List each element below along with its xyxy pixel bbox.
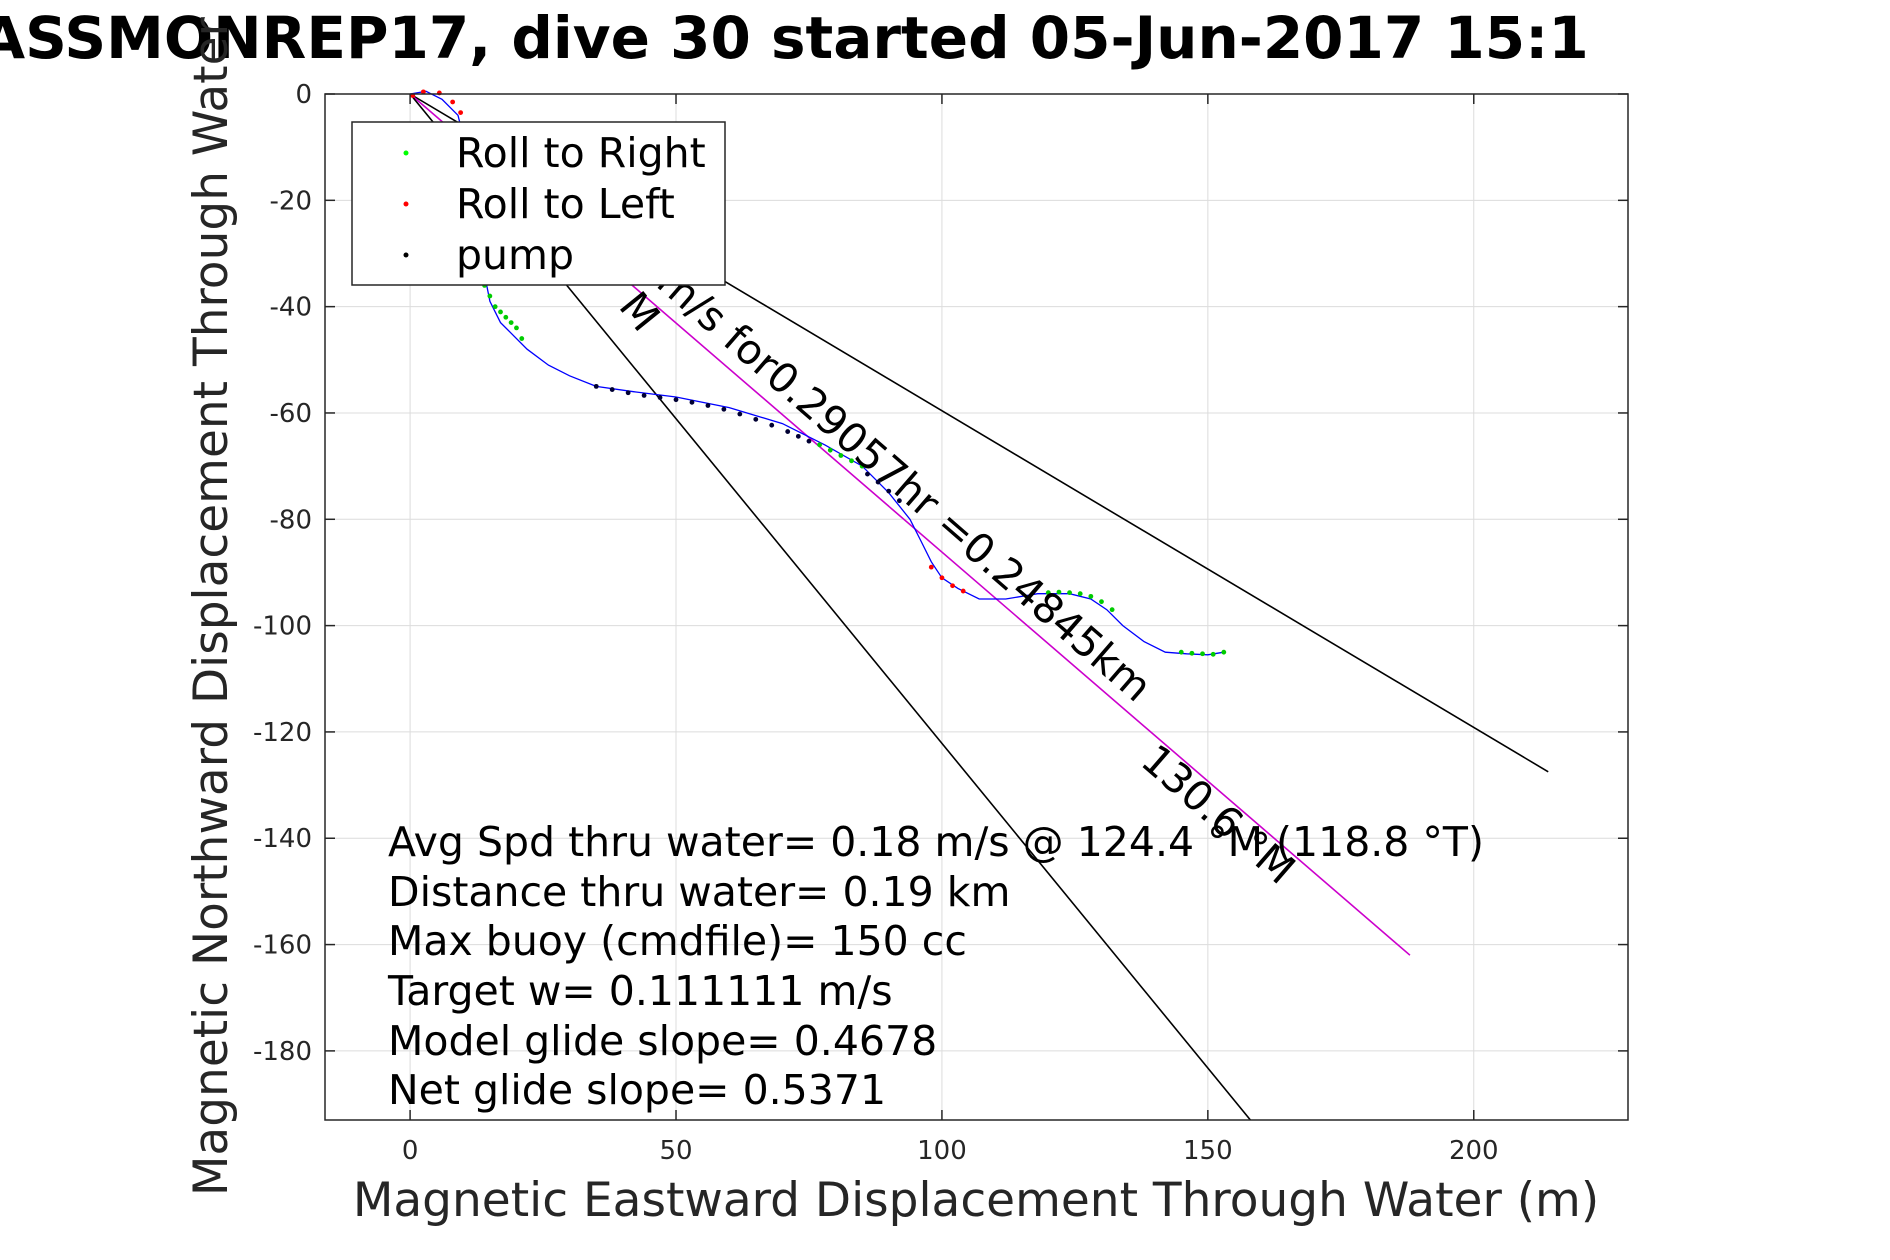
marker-pump — [769, 422, 775, 428]
legend: Roll to Right Roll to Left pump — [351, 121, 726, 286]
marker-left — [450, 99, 456, 105]
marker-pump — [785, 429, 791, 434]
legend-box — [351, 121, 726, 286]
marker-left — [458, 110, 464, 116]
legend-marker-left — [403, 201, 409, 207]
legend-marker-right — [403, 150, 409, 156]
marker-pump — [625, 390, 631, 396]
marker-right — [859, 463, 865, 469]
plot-frame — [324, 93, 1629, 1121]
y-tick-label: -160 — [253, 931, 312, 961]
ticks: 0 50 100 150 200 0 -20 -40 -60 -80 -100 -120 -140 -16… — [253, 80, 1628, 1166]
marker-right — [1067, 590, 1072, 596]
y-tick-label: -80 — [270, 505, 312, 535]
marker-pump — [896, 498, 902, 504]
annotation-max-buoy: Max buoy (cmdfile)= 150 cc — [388, 917, 967, 965]
marker-right — [503, 314, 509, 320]
marker-pump — [609, 387, 615, 392]
legend-label-left: Roll to Left — [456, 180, 675, 228]
legend-label-pump: pump — [456, 231, 574, 279]
marker-right — [1178, 649, 1184, 655]
marker-pump — [673, 397, 679, 403]
marker-pump — [865, 471, 870, 477]
y-tick-label: 0 — [295, 80, 312, 110]
marker-right — [498, 309, 503, 315]
legend-marker-pump — [403, 252, 409, 258]
x-axis-label: Magnetic Eastward Displacement Through W… — [353, 1173, 1599, 1228]
annotation-target-w: Target w= 0.111111 m/s — [387, 967, 893, 1015]
marker-pump — [593, 383, 599, 389]
annotation-distance: Distance thru water= 0.19 km — [388, 868, 1010, 916]
marker-pump — [737, 411, 743, 417]
annotations: Avg Spd thru water= 0.18 m/s @ 124.4 °M … — [387, 818, 1484, 1114]
y-tick-label: -40 — [270, 293, 312, 323]
y-tick-label: -100 — [253, 612, 312, 642]
line-label: m/s for0.29057hr =0.24845km — [648, 257, 1161, 711]
marker-pump — [721, 406, 727, 412]
legend-label-right: Roll to Right — [456, 129, 706, 177]
marker-pump — [875, 479, 881, 485]
marker-right — [1189, 650, 1195, 656]
marker-left — [950, 583, 955, 589]
marker-right — [1077, 591, 1083, 597]
marker-left — [420, 89, 426, 95]
marker-left — [928, 564, 934, 570]
y-tick-label: -140 — [253, 824, 312, 854]
marker-pump — [753, 416, 759, 422]
marker-right — [1200, 651, 1205, 657]
x-tick-label: 200 — [1449, 1136, 1499, 1166]
x-tick-label: 0 — [402, 1136, 419, 1166]
marker-pump — [657, 395, 663, 400]
marker-right — [514, 325, 519, 331]
marker-right — [1109, 607, 1115, 613]
marker-right — [519, 336, 525, 341]
marker-right — [849, 458, 854, 464]
y-tick-label: -60 — [270, 399, 312, 429]
y-tick-label: -120 — [253, 718, 312, 748]
marker-pump — [641, 393, 647, 398]
grid — [325, 93, 1628, 1120]
marker-right — [1056, 589, 1062, 595]
marker-pump — [806, 438, 812, 444]
marker-right — [1088, 593, 1094, 599]
annotation-net-glide: Net glide slope= 0.5371 — [388, 1066, 886, 1114]
marker-right — [1221, 649, 1227, 655]
marker-right — [827, 447, 833, 453]
marker-right — [508, 320, 514, 325]
chart-title: 620 MASSMONREP17, dive 30 started 05-Jun… — [0, 4, 1589, 72]
annotation-model-glide: Model glide slope= 0.4678 — [388, 1017, 937, 1065]
y-tick-label: -180 — [253, 1037, 312, 1067]
marker-left — [960, 588, 966, 594]
x-tick-label: 150 — [1183, 1136, 1233, 1166]
marker-right — [838, 453, 844, 458]
marker-right — [1045, 590, 1051, 596]
marker-right — [492, 304, 498, 310]
marker-pump — [705, 403, 711, 408]
line-label: 130.6 °M — [1132, 735, 1304, 893]
marker-right — [487, 293, 493, 299]
marker-pump — [795, 433, 801, 439]
y-tick-label: -20 — [270, 186, 312, 216]
marker-pump — [886, 488, 892, 494]
x-tick-label: 50 — [659, 1136, 692, 1166]
x-tick-label: 100 — [917, 1136, 967, 1166]
marker-right — [817, 442, 823, 448]
marker-pump — [689, 399, 695, 405]
marker-right — [1099, 599, 1104, 605]
annotation-avg-speed: Avg Spd thru water= 0.18 m/s @ 124.4 °M … — [388, 818, 1484, 866]
marker-right — [1210, 651, 1216, 657]
marker-left — [939, 575, 945, 581]
y-axis-label: Magnetic Northward Displacement Through … — [184, 0, 239, 1196]
